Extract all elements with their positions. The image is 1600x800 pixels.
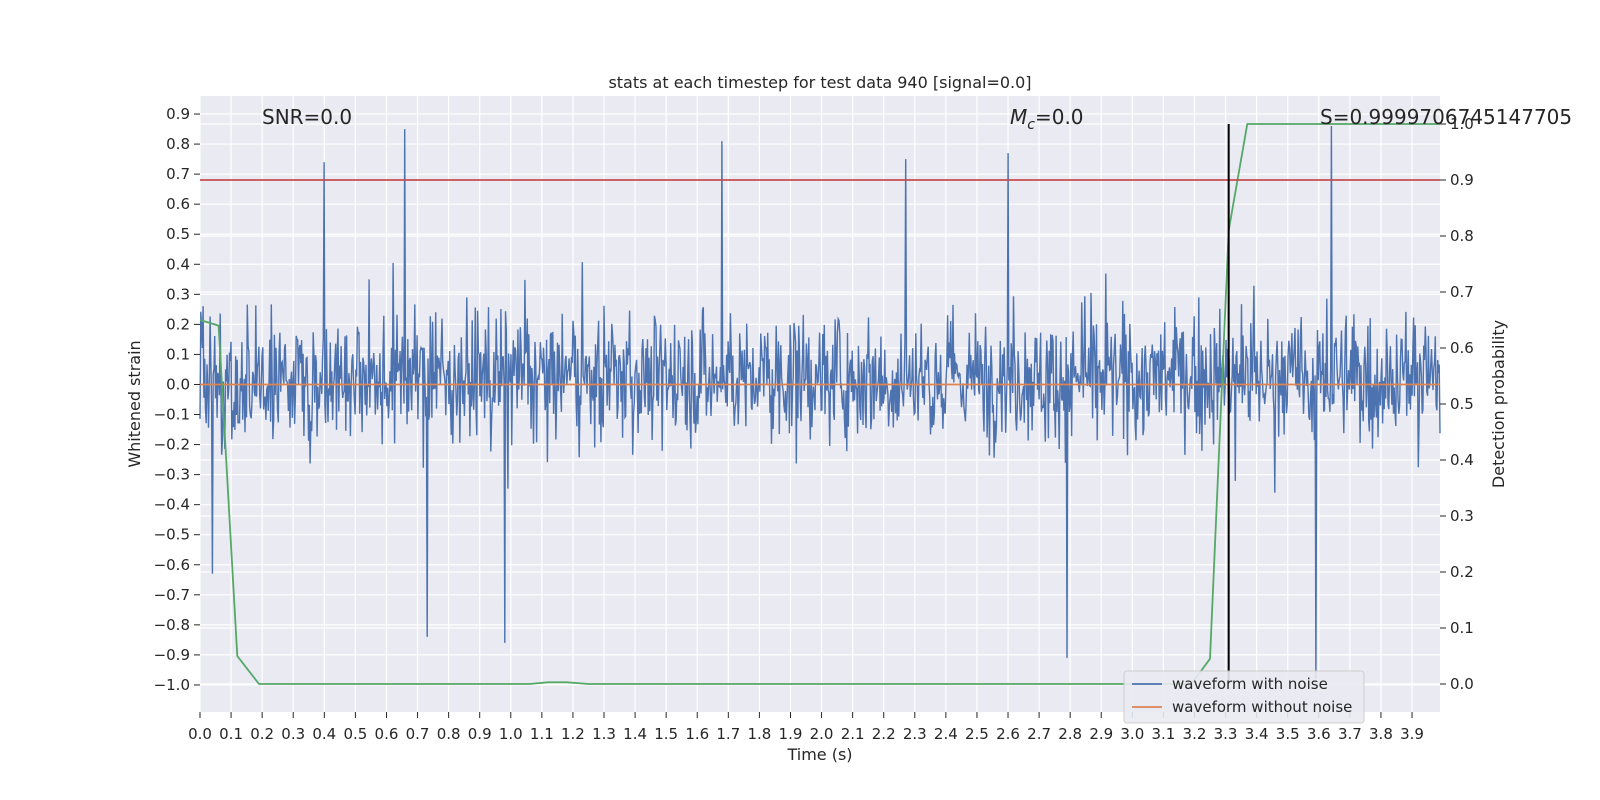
- x-tick-label: 0.2: [250, 725, 274, 743]
- y-tick-label: −0.9: [154, 646, 190, 664]
- y-tick-label: 0.0: [166, 375, 190, 393]
- x-tick-label: 1.8: [747, 725, 771, 743]
- y-tick-label: 0.9: [166, 105, 190, 123]
- x-tick-label: 0.1: [219, 725, 243, 743]
- mc-annotation: Mc=0.0: [1010, 105, 1084, 133]
- x-tick-label: 0.8: [437, 725, 461, 743]
- y2-axis-ticks: 1.0 0.9 0.8 0.7 0.6 0.5 0.4 0.3 0.2 0.1 0.0: [1440, 115, 1474, 693]
- y-tick-label: 0.2: [166, 315, 190, 333]
- x-tick-label: 3.8: [1369, 725, 1393, 743]
- y-tick-label: −0.3: [154, 466, 190, 484]
- noise-line: [199, 125, 1441, 679]
- y2-tick-label: 0.6: [1450, 339, 1474, 357]
- y-tick-label: −0.1: [154, 406, 190, 424]
- legend: waveform with noise waveform without noi…: [1123, 670, 1365, 724]
- x-tick-label: 0.3: [281, 725, 305, 743]
- y2-tick-label: 0.5: [1450, 395, 1474, 413]
- x-tick-label: 0.7: [406, 725, 430, 743]
- x-tick-label: 0.6: [375, 725, 399, 743]
- legend-label-clean: waveform without noise: [1172, 698, 1352, 716]
- legend-label-noise: waveform with noise: [1172, 675, 1328, 693]
- x-tick-label: 2.8: [1058, 725, 1082, 743]
- x-tick-label: 1.4: [623, 725, 647, 743]
- y-tick-label: −0.8: [154, 616, 190, 634]
- y-tick-label: 0.8: [166, 135, 190, 153]
- x-tick-label: 0.0: [188, 725, 212, 743]
- y-tick-label: 0.6: [166, 195, 190, 213]
- y2-tick-label: 0.3: [1450, 507, 1474, 525]
- x-tick-label: 0.4: [312, 725, 336, 743]
- x-tick-label: 2.6: [996, 725, 1020, 743]
- x-tick-label: 3.7: [1338, 725, 1362, 743]
- y2-axis-label: Detection probability: [1489, 320, 1508, 488]
- x-tick-label: 1.2: [561, 725, 585, 743]
- y2-tick-label: 0.2: [1450, 563, 1474, 581]
- x-tick-label: 1.1: [530, 725, 554, 743]
- y2-tick-label: 0.7: [1450, 283, 1474, 301]
- x-tick-label: 2.1: [841, 725, 865, 743]
- y-tick-label: −1.0: [154, 676, 190, 694]
- snr-annotation: SNR=0.0: [262, 105, 352, 129]
- y-axis-ticks: 0.9 0.8 0.7 0.6 0.5 0.4 0.3 0.2 0.1 0.0 −0.1 −0.2 −0…: [154, 105, 200, 694]
- y2-tick-label: 1.0: [1450, 115, 1474, 133]
- y-axis-label: Whitened strain: [125, 340, 144, 467]
- y2-tick-label: 0.4: [1450, 451, 1474, 469]
- y-tick-label: −0.7: [154, 586, 190, 604]
- y2-tick-label: 0.0: [1450, 675, 1474, 693]
- x-tick-label: 3.9: [1400, 725, 1424, 743]
- x-tick-label: 3.2: [1183, 725, 1207, 743]
- y-tick-label: −0.2: [154, 436, 190, 454]
- x-tick-label: 2.4: [934, 725, 958, 743]
- x-tick-label: 3.1: [1151, 725, 1175, 743]
- x-tick-label: 2.5: [965, 725, 989, 743]
- x-tick-label: 3.5: [1276, 725, 1300, 743]
- x-tick-label: 3.0: [1120, 725, 1144, 743]
- x-tick-label: 2.2: [872, 725, 896, 743]
- x-tick-label: 2.0: [810, 725, 834, 743]
- x-axis-label: Time (s): [786, 745, 852, 764]
- legend-box: [1123, 670, 1365, 724]
- x-tick-label: 1.7: [716, 725, 740, 743]
- mc-symbol: M: [1010, 105, 1027, 129]
- y-tick-label: 0.5: [166, 225, 190, 243]
- x-tick-label: 1.3: [592, 725, 616, 743]
- y-tick-label: 0.1: [166, 345, 190, 363]
- y-tick-label: −0.5: [154, 526, 190, 544]
- x-tick-label: 1.9: [779, 725, 803, 743]
- x-tick-label: 0.9: [468, 725, 492, 743]
- mc-subscript: c: [1027, 117, 1035, 133]
- x-tick-label: 1.5: [654, 725, 678, 743]
- x-tick-label: 3.6: [1307, 725, 1331, 743]
- chart-title: stats at each timestep for test data 940…: [608, 73, 1031, 92]
- markers: [200, 124, 1440, 684]
- x-tick-label: 2.9: [1089, 725, 1113, 743]
- y-tick-label: 0.3: [166, 285, 190, 303]
- y2-tick-label: 0.8: [1450, 227, 1474, 245]
- s-annotation: S=0.9999706745147705: [1320, 105, 1572, 129]
- x-tick-label: 1.0: [499, 725, 523, 743]
- x-tick-label: 3.4: [1245, 725, 1269, 743]
- y-tick-label: 0.4: [166, 255, 190, 273]
- x-tick-label: 2.3: [903, 725, 927, 743]
- mc-value: =0.0: [1035, 105, 1084, 129]
- x-tick-label: 0.5: [343, 725, 367, 743]
- y-tick-label: −0.4: [154, 496, 190, 514]
- x-tick-label: 1.6: [685, 725, 709, 743]
- y-tick-label: 0.7: [166, 165, 190, 183]
- y-tick-label: −0.6: [154, 556, 190, 574]
- x-tick-label: 3.3: [1214, 725, 1238, 743]
- y2-tick-label: 0.1: [1450, 619, 1474, 637]
- y2-tick-label: 0.9: [1450, 171, 1474, 189]
- x-tick-label: 2.7: [1027, 725, 1051, 743]
- series-waveform-with-noise: [199, 125, 1441, 679]
